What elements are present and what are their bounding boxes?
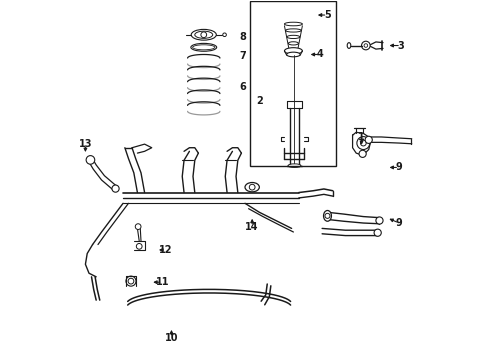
Ellipse shape — [288, 164, 301, 167]
Circle shape — [249, 184, 255, 190]
Ellipse shape — [191, 30, 216, 40]
Circle shape — [135, 224, 141, 229]
Circle shape — [112, 185, 119, 192]
Circle shape — [362, 41, 370, 50]
Ellipse shape — [193, 45, 215, 50]
Ellipse shape — [285, 22, 302, 26]
Circle shape — [86, 156, 95, 164]
Text: 13: 13 — [79, 139, 92, 149]
Ellipse shape — [286, 29, 301, 32]
Ellipse shape — [347, 42, 351, 48]
Circle shape — [357, 136, 370, 149]
Text: 10: 10 — [165, 333, 178, 343]
Ellipse shape — [290, 48, 297, 51]
Ellipse shape — [223, 33, 226, 37]
Circle shape — [325, 213, 330, 219]
Text: 12: 12 — [159, 245, 173, 255]
Circle shape — [359, 150, 366, 157]
Ellipse shape — [128, 278, 134, 284]
Text: 4: 4 — [317, 49, 324, 59]
Ellipse shape — [245, 183, 259, 192]
Ellipse shape — [285, 48, 302, 54]
Ellipse shape — [287, 52, 300, 57]
Text: 5: 5 — [324, 10, 331, 20]
Text: 14: 14 — [245, 222, 259, 231]
Text: 3: 3 — [397, 41, 404, 50]
Circle shape — [376, 217, 383, 224]
Text: 11: 11 — [156, 277, 169, 287]
Ellipse shape — [191, 43, 217, 51]
Circle shape — [364, 44, 368, 47]
Bar — [250, 1, 337, 166]
Ellipse shape — [126, 276, 136, 286]
Text: 7: 7 — [240, 51, 246, 61]
Ellipse shape — [323, 211, 331, 221]
Circle shape — [361, 140, 366, 146]
Text: 9: 9 — [396, 218, 403, 228]
Ellipse shape — [195, 31, 213, 39]
Circle shape — [201, 32, 207, 38]
Circle shape — [374, 229, 381, 236]
Circle shape — [136, 243, 142, 249]
Text: 1: 1 — [358, 132, 365, 142]
Text: 6: 6 — [240, 82, 246, 92]
Ellipse shape — [287, 35, 300, 39]
Ellipse shape — [289, 42, 298, 45]
Text: 9: 9 — [396, 162, 403, 172]
Circle shape — [365, 136, 372, 143]
Text: 8: 8 — [240, 32, 246, 41]
Text: 2: 2 — [256, 96, 263, 106]
